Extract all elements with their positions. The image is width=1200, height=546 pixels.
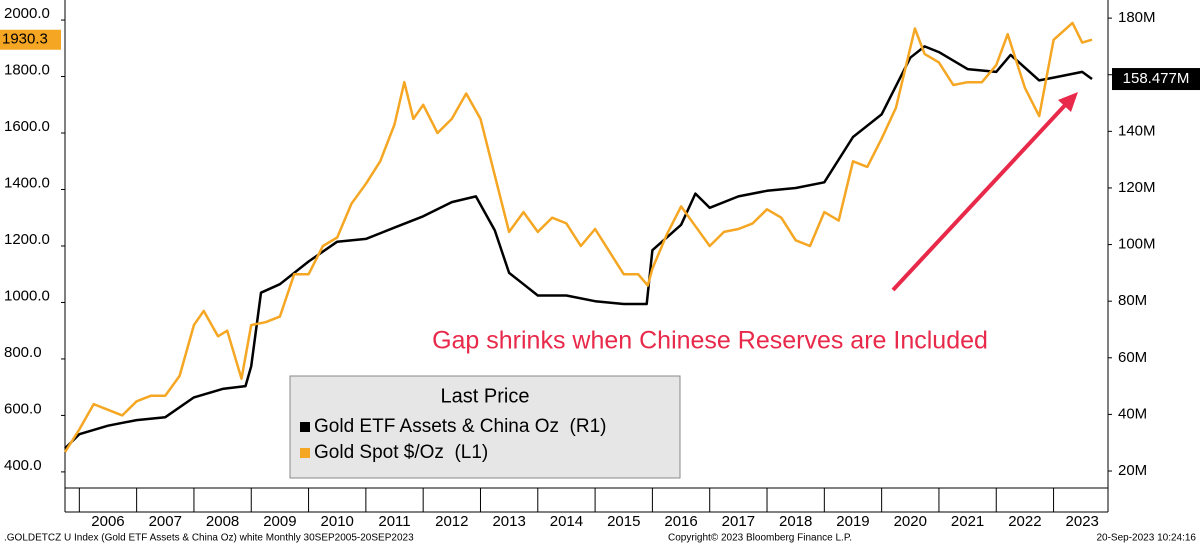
- x-tick-label: 2021: [951, 513, 984, 530]
- y-tick-label: 600.0: [4, 400, 42, 417]
- x-tick-label: 2011: [378, 513, 410, 530]
- y-tick-label: 1800.0: [4, 62, 50, 79]
- legend-box: [289, 375, 681, 479]
- legend-swatch: [300, 448, 310, 458]
- y-tick-label: 1400.0: [4, 174, 50, 191]
- y2-tick-label: 20M: [1118, 462, 1147, 479]
- x-tick-label: 2008: [206, 513, 239, 530]
- legend-title: Last Price: [441, 385, 530, 407]
- x-tick-label: 2009: [263, 513, 296, 530]
- y-tick-label: 800.0: [4, 344, 42, 361]
- legend-label: Gold Spot $/Oz (L1): [314, 442, 488, 463]
- footer-center: Copyright© 2023 Bloomberg Finance L.P.: [668, 533, 852, 544]
- x-tick-label: 2018: [779, 513, 812, 530]
- y-tick-label: 1600.0: [4, 118, 50, 135]
- y2-tick-label: 120M: [1118, 179, 1156, 196]
- footer-right: 20-Sep-2023 10:24:16: [1096, 533, 1196, 544]
- last-price-box: [0, 29, 61, 50]
- arrow-head: [1058, 92, 1078, 112]
- footer-left: .GOLDETCZ U Index (Gold ETF Assets & Chi…: [4, 533, 414, 544]
- x-tick-label: 2012: [435, 513, 468, 530]
- x-tick-label: 2007: [149, 513, 182, 530]
- y-tick-label: 400.0: [4, 457, 42, 474]
- y2-tick-label: 40M: [1118, 405, 1147, 422]
- y-tick-label: 1000.0: [4, 287, 50, 304]
- last-price-box: [1112, 68, 1200, 91]
- y2-tick-label: 100M: [1118, 236, 1156, 253]
- annotation: Gap shrinks when Chinese Reserves are In…: [432, 327, 988, 355]
- series-line: [63, 21, 1093, 453]
- series-line: [64, 45, 1093, 450]
- legend-swatch: [300, 422, 310, 432]
- x-tick-label: 2015: [607, 513, 640, 530]
- y2-tick-label: 80M: [1118, 292, 1147, 309]
- x-tick-label: 2010: [321, 513, 354, 530]
- y2-tick-label: 60M: [1118, 349, 1147, 366]
- x-tick-label: 2006: [91, 513, 124, 530]
- x-tick-label: 2019: [836, 513, 869, 530]
- legend-label: Gold ETF Assets & China Oz (R1): [314, 416, 606, 437]
- x-tick-label: 2022: [1008, 513, 1041, 530]
- x-tick-label: 2014: [550, 513, 583, 530]
- y2-tick-label: 180M: [1118, 9, 1156, 26]
- x-tick-label: 2016: [664, 513, 697, 530]
- last-price-label: 1930.3: [2, 31, 48, 48]
- x-tick-label: 2020: [894, 513, 927, 530]
- x-tick-label: 2017: [722, 513, 755, 530]
- y-tick-label: 1200.0: [4, 231, 50, 248]
- arrow: [891, 100, 1070, 292]
- y-tick-label: 2000.0: [4, 5, 50, 22]
- x-tick-label: 2023: [1066, 513, 1099, 530]
- y2-tick-label: 140M: [1118, 122, 1156, 139]
- x-tick-label: 2013: [492, 513, 525, 530]
- last-price-label: 158.477M: [1123, 70, 1190, 87]
